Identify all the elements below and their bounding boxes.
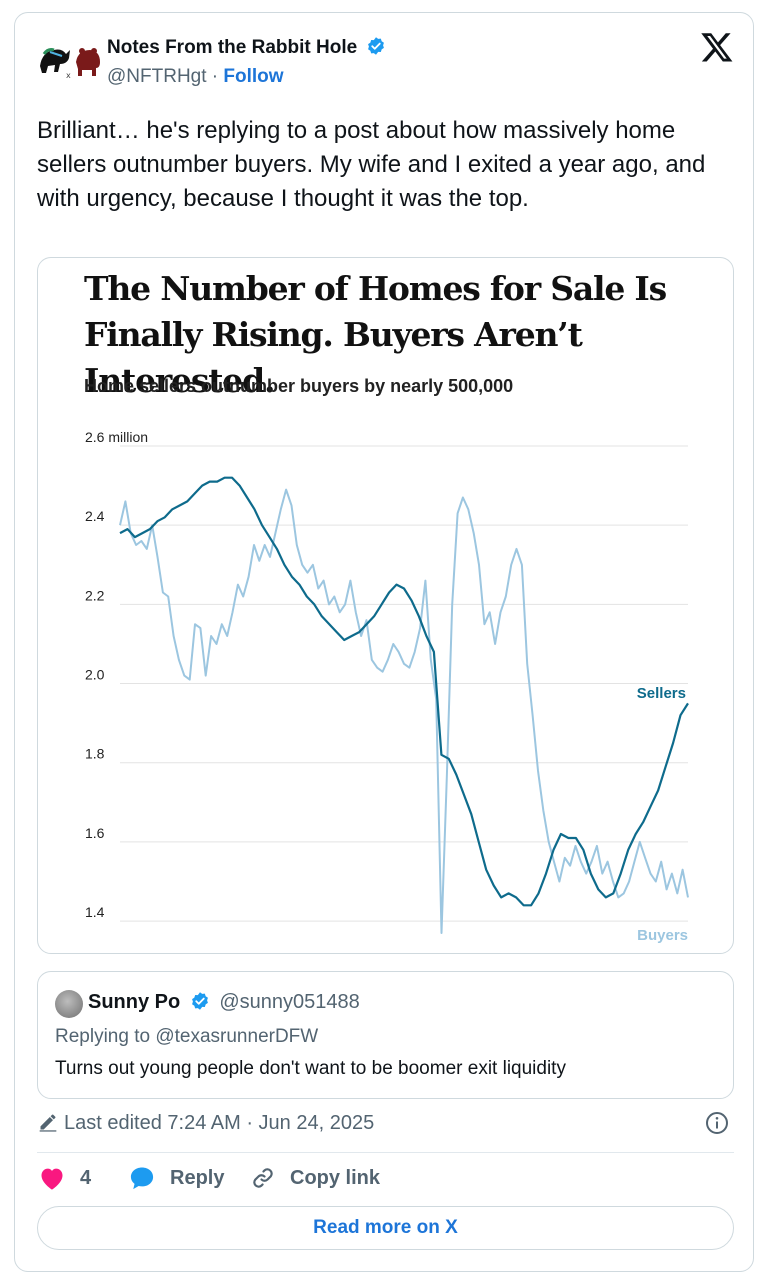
y-tick-label-5: 1.6 (85, 825, 105, 841)
x-logo-icon[interactable] (700, 30, 734, 64)
info-icon[interactable] (705, 1111, 729, 1135)
copy-link-label: Copy link (290, 1166, 381, 1189)
edited-timestamp[interactable]: Last edited 7:24 AM · Jun 24, 2025 (38, 1112, 374, 1135)
reply-bubble-icon (130, 1167, 154, 1190)
edited-text[interactable]: Last edited 7:24 AM · Jun 24, 2025 (64, 1112, 375, 1134)
quoted-text: Turns out young people don't want to be … (55, 1058, 566, 1079)
actions-divider (37, 1152, 734, 1153)
chart-headline: The Number of Homes for Sale Is Finally … (84, 266, 724, 404)
tweet-media-card[interactable]: The Number of Homes for Sale Is Finally … (37, 257, 734, 954)
tweet-text: Brilliant… he's replying to a post about… (37, 117, 706, 212)
chart-subhead: Home sellers outnumber buyers by nearly … (84, 376, 514, 396)
author-handle-line: @NFTRHgt · Follow (107, 66, 284, 88)
y-tick-label-2: 2.2 (85, 587, 105, 603)
author-handle[interactable]: @NFTRHgt (107, 66, 207, 87)
sellers-label: Sellers (637, 685, 686, 702)
verified-badge-icon (191, 992, 208, 1010)
pencil-icon (39, 1114, 57, 1132)
follow-button[interactable]: Follow (223, 66, 284, 87)
series-line-sellers (119, 476, 689, 907)
line-chart: 2.6 million 2.4 2.2 2.0 1.8 1.6 1.4 Sellers Buye… (85, 429, 689, 944)
quoted-tweet[interactable]: Sunny Po @sunny051488 Replying to @texas… (37, 971, 734, 1099)
y-tick-label-4: 1.8 (85, 746, 105, 762)
quoted-author-name[interactable]: Sunny Po (88, 991, 181, 1013)
like-button[interactable]: 4 (38, 1165, 91, 1191)
reply-button[interactable]: Reply (128, 1165, 224, 1191)
replying-to: Replying to @texasrunnerDFW (55, 1026, 319, 1047)
link-icon (253, 1168, 273, 1188)
buyers-label: Buyers (637, 927, 688, 944)
like-count: 4 (80, 1166, 92, 1189)
headline-line-2: Finally Rising. Buyers Aren’t Interested… (84, 315, 583, 400)
svg-text:x: x (66, 71, 71, 80)
headline-line-1: The Number of Homes for Sale Is (84, 269, 667, 308)
y-tick-label-0: 2.6 million (85, 429, 148, 445)
quoted-author: Sunny Po @sunny051488 (88, 991, 360, 1014)
heart-icon (41, 1168, 63, 1190)
read-more-button[interactable]: Read more on X (37, 1206, 734, 1250)
y-tick-label-3: 2.0 (85, 667, 105, 683)
author-name-text[interactable]: Notes From the Rabbit Hole (107, 37, 358, 58)
bear-logo (76, 48, 100, 76)
bull-logo (40, 48, 70, 73)
y-tick-label-6: 1.4 (85, 904, 105, 920)
separator-dot: · (211, 66, 219, 87)
copy-link-button[interactable]: Copy link (250, 1165, 380, 1191)
y-tick-label-1: 2.4 (85, 508, 105, 524)
author-name[interactable]: Notes From the Rabbit Hole (107, 36, 386, 59)
quoted-avatar[interactable] (55, 990, 83, 1018)
verified-badge-icon (368, 37, 385, 55)
reply-label: Reply (170, 1166, 225, 1189)
series-line-buyers (119, 488, 689, 934)
quoted-author-handle[interactable]: @sunny051488 (219, 991, 360, 1013)
author-avatar[interactable]: x (36, 38, 102, 84)
